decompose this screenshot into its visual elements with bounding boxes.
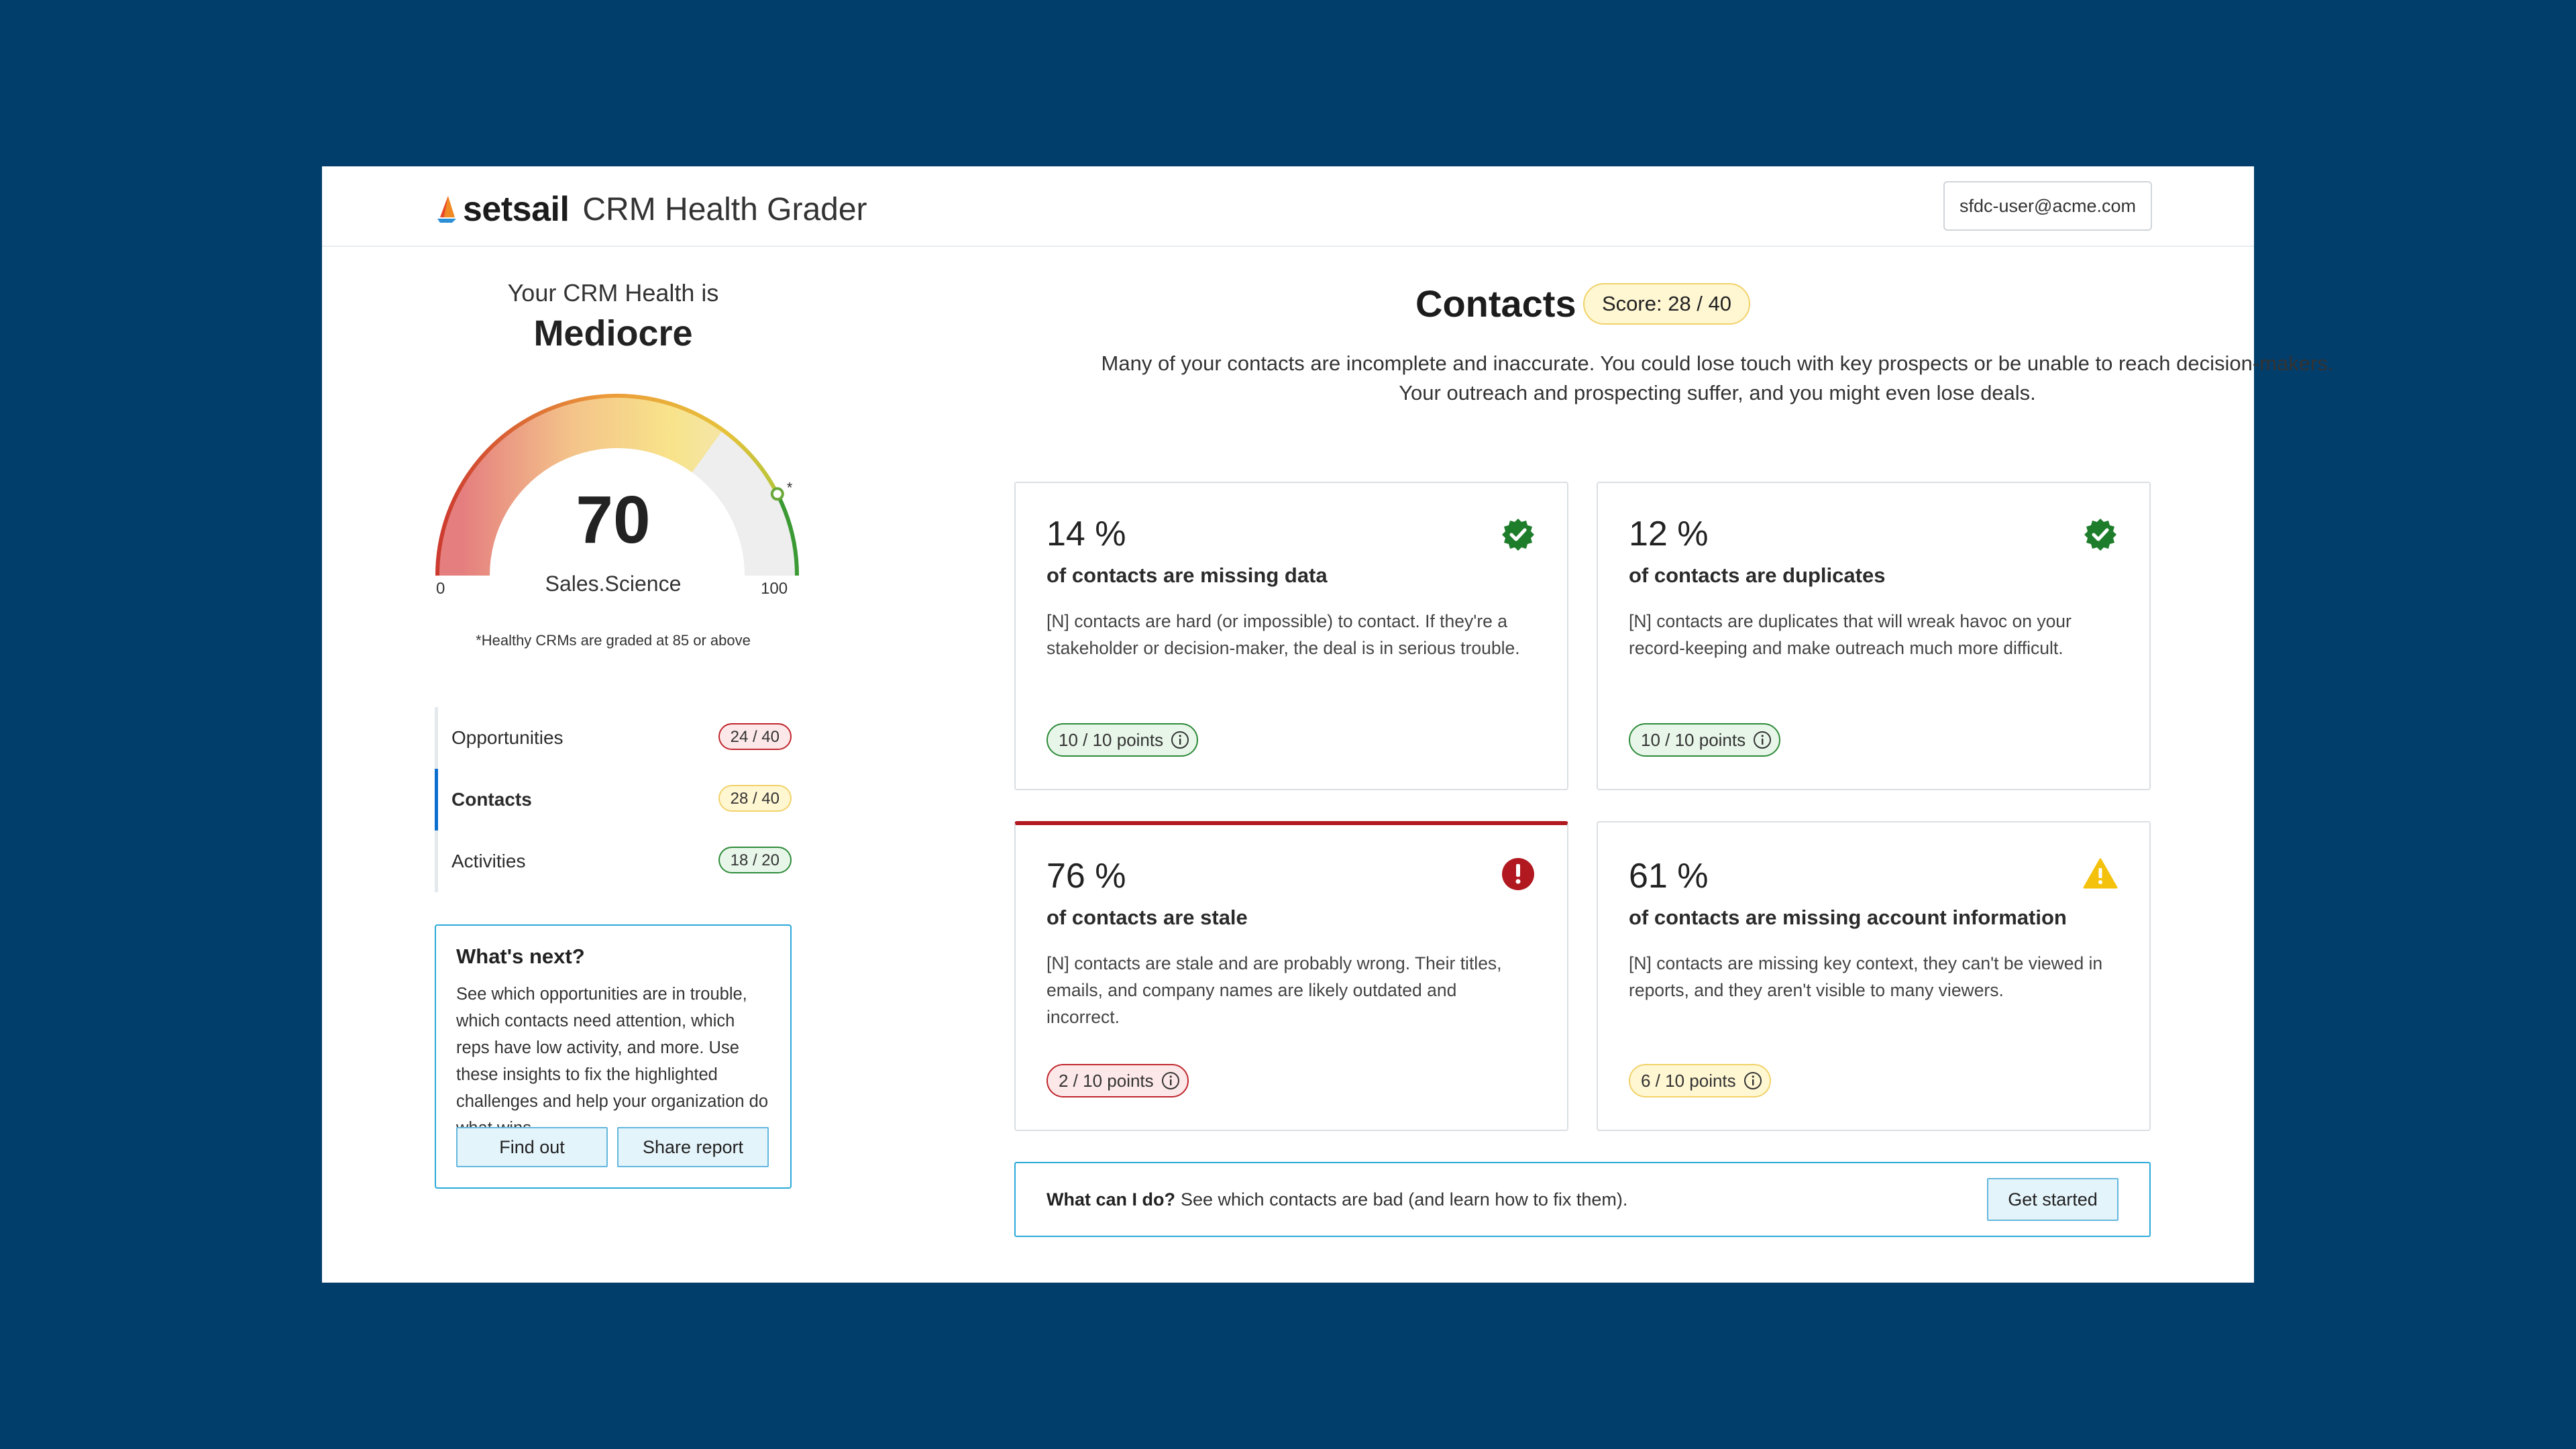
category-item-opportunities[interactable]: Opportunities 24 / 40 [435, 707, 792, 769]
metric-body: [N] contacts are missing key context, th… [1629, 953, 2103, 1000]
header: setsail CRM Health Grader sfdc-user@acme… [322, 166, 2254, 247]
gauge-max-label: 100 [761, 580, 788, 598]
category-score-pill: Score: 28 / 40 [1583, 283, 1751, 325]
category-description: Many of your contacts are incomplete and… [1101, 352, 2334, 405]
points-label: 2 / 10 points [1059, 1071, 1154, 1091]
info-icon[interactable] [1743, 1071, 1763, 1091]
info-icon[interactable] [1752, 730, 1772, 750]
category-label: Contacts [451, 789, 532, 810]
points-label: 10 / 10 points [1059, 730, 1164, 750]
health-grade: Mediocre [533, 313, 693, 354]
health-score: 70 [576, 482, 651, 557]
metric-card-stale: 76 % of contacts are stale [N] contacts … [1014, 821, 1568, 1131]
page-title: Contacts [1415, 282, 1576, 325]
points-badge[interactable]: 10 / 10 points [1629, 723, 1781, 757]
info-icon[interactable] [1161, 1071, 1181, 1091]
metric-title: of contacts are stale [1046, 906, 1248, 929]
check-badge-icon [1502, 519, 1534, 551]
gauge-caption: Sales.Science [545, 572, 682, 596]
whats-next-text: See which opportunities are in trouble, … [456, 985, 769, 1138]
gauge-outer-edge [435, 393, 780, 576]
category-item-activities[interactable]: Activities 18 / 20 [435, 830, 792, 892]
whats-next-panel: What's next? See which opportunities are… [435, 924, 792, 1189]
metric-body: [N] contacts are stale and are probably … [1046, 953, 1502, 1027]
points-label: 6 / 10 points [1641, 1071, 1736, 1091]
category-label: Activities [451, 851, 526, 871]
metric-percent: 12 % [1629, 515, 1709, 553]
healthy-note: *Healthy CRMs are graded at 85 or above [476, 632, 751, 649]
category-item-contacts[interactable]: Contacts 28 / 40 [435, 769, 792, 830]
metric-card-missing-data: 14 % of contacts are missing data [N] co… [1014, 482, 1568, 790]
brand-name: setsail [463, 190, 570, 229]
category-score-badge: 24 / 40 [718, 723, 792, 750]
metric-title: of contacts are missing data [1046, 564, 1328, 587]
error-icon [1502, 858, 1534, 890]
category-nav: Opportunities 24 / 40 Contacts 28 / 40 A… [435, 707, 792, 892]
gauge-min-label: 0 [436, 580, 445, 598]
gauge-fill-arc [436, 394, 724, 576]
metric-title: of contacts are missing account informat… [1629, 906, 2067, 929]
sail-logo-icon [437, 196, 456, 223]
check-badge-icon [2084, 519, 2116, 551]
category-score-badge: 18 / 20 [718, 847, 792, 873]
points-badge[interactable]: 6 / 10 points [1629, 1064, 1771, 1097]
cta-question: What can I do? [1046, 1189, 1175, 1210]
healthy-threshold-marker [770, 487, 784, 501]
get-started-button[interactable]: Get started [1987, 1178, 2118, 1221]
metric-body: [N] contacts are duplicates that will wr… [1629, 611, 2072, 658]
metric-card-missing-account: 61 % of contacts are missing account inf… [1597, 821, 2151, 1131]
threshold-asterisk: * [787, 479, 793, 496]
what-can-i-do-banner: What can I do? See which contacts are ba… [1014, 1162, 2151, 1237]
health-label: Your CRM Health is [507, 279, 719, 307]
product-name: CRM Health Grader [582, 191, 867, 227]
whats-next-title: What's next? [456, 945, 585, 968]
category-score-badge: 28 / 40 [718, 785, 792, 812]
metric-percent: 14 % [1046, 515, 1126, 553]
points-badge[interactable]: 2 / 10 points [1046, 1064, 1189, 1097]
info-icon[interactable] [1170, 730, 1190, 750]
user-account-button[interactable]: sfdc-user@acme.com [1943, 181, 2152, 231]
gauge-healthy-zone [775, 492, 799, 576]
metric-percent: 76 % [1046, 857, 1126, 896]
metric-card-duplicates: 12 % of contacts are duplicates [N] cont… [1597, 482, 2151, 790]
metric-title: of contacts are duplicates [1629, 564, 1886, 587]
points-label: 10 / 10 points [1641, 730, 1746, 750]
cta-answer: See which contacts are bad (and learn ho… [1181, 1189, 1628, 1210]
health-gauge: * [435, 393, 799, 576]
metric-body: [N] contacts are hard (or impossible) to… [1046, 611, 1520, 658]
share-report-button[interactable]: Share report [617, 1127, 769, 1167]
metric-percent: 61 % [1629, 857, 1709, 896]
find-out-button[interactable]: Find out [456, 1127, 608, 1167]
app-window: setsail CRM Health Grader sfdc-user@acme… [322, 166, 2333, 1283]
logo: setsail CRM Health Grader [435, 189, 867, 229]
warning-icon [2083, 858, 2118, 889]
category-label: Opportunities [451, 727, 564, 748]
points-badge[interactable]: 10 / 10 points [1046, 723, 1199, 757]
